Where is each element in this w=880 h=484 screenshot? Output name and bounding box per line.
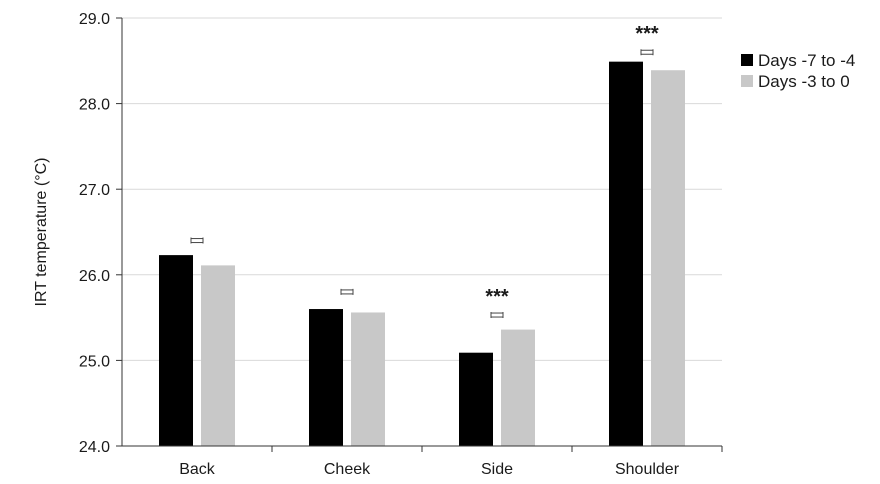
error-bars: [190, 49, 654, 319]
legend-swatch: [741, 54, 753, 66]
bar-days-3-to-0-back: [201, 265, 235, 446]
significance-stars: ***: [485, 286, 509, 308]
y-tick-label: 26.0: [79, 268, 110, 285]
axes: 24.0 25.0 26.0 27.0 28.0 29.0 Back Cheek Side Sho…: [79, 11, 723, 478]
bar-days-3-to-0-side: [501, 329, 535, 446]
legend: Days -7 to -4 Days -3 to 0: [741, 51, 855, 91]
bar-days-3-to-0-cheek: [351, 312, 385, 446]
legend-label: Days -3 to 0: [758, 72, 850, 91]
bar-days-7-to-4-shoulder: [609, 61, 643, 446]
bar-days-7-to-4-side: [459, 352, 493, 446]
y-tick-label: 25.0: [79, 353, 110, 370]
bar-days-3-to-0-shoulder: [651, 70, 685, 446]
x-tick-label: Cheek: [324, 461, 371, 478]
y-axis-title: IRT temperature (°C): [33, 158, 50, 307]
y-tick-label: 24.0: [79, 439, 110, 456]
y-tick-label: 27.0: [79, 182, 110, 199]
x-tick-label: Side: [481, 461, 513, 478]
y-tick-label: 28.0: [79, 97, 110, 114]
legend-label: Days -7 to -4: [758, 51, 855, 70]
x-tick-label: Shoulder: [615, 461, 680, 478]
significance-markers: *** ***: [485, 23, 659, 308]
x-tick-label: Back: [179, 461, 216, 478]
bar-days-7-to-4-cheek: [309, 309, 343, 446]
y-tick-label: 29.0: [79, 11, 110, 28]
bars: [159, 61, 685, 446]
bar-days-7-to-4-back: [159, 255, 193, 446]
legend-swatch: [741, 75, 753, 87]
significance-stars: ***: [635, 23, 659, 45]
